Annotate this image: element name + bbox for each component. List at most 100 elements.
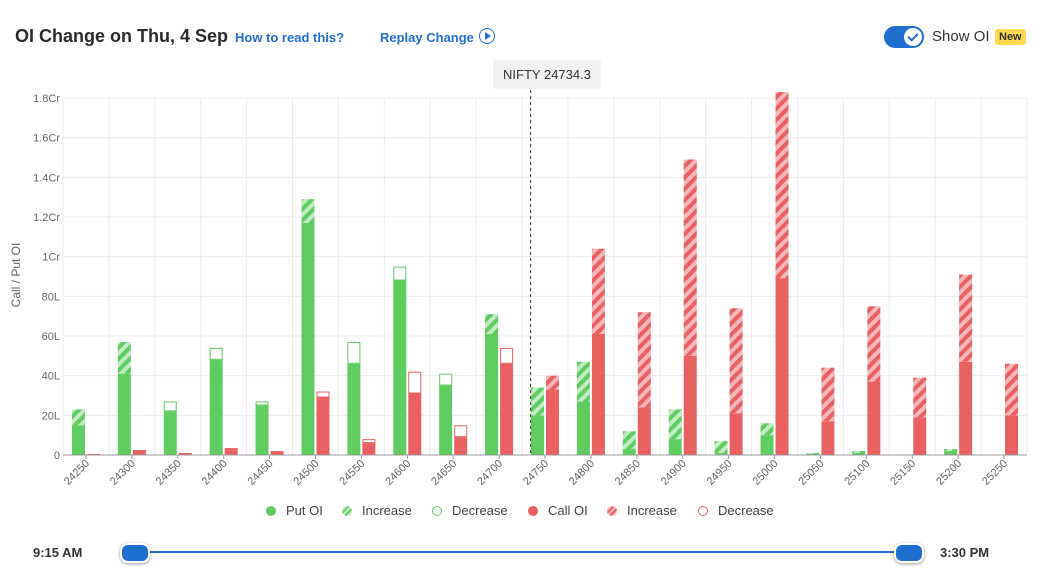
call-24850-increase-bar (637, 312, 651, 408)
replay-change-link[interactable]: Replay Change (380, 30, 474, 45)
call-24950-increase-bar (729, 308, 743, 414)
call-24650-oi-bar (454, 437, 468, 455)
y-axis-label: Call / Put OI (9, 243, 23, 308)
y-tick-label: 1.4Cr (33, 172, 60, 184)
y-tick-label: 20L (42, 410, 60, 422)
call-24450-oi-bar (270, 451, 284, 455)
legend-call-increase[interactable]: Increase (607, 503, 677, 518)
call-25150-increase-bar (913, 377, 927, 418)
call-25000-increase-bar (775, 92, 789, 279)
x-tick-label: 24450 (246, 458, 276, 488)
put-24550-decrease-bar (347, 341, 361, 364)
put-24300-oi-bar (117, 373, 131, 455)
call-25250-increase-bar (1005, 363, 1019, 416)
put-24750-oi-bar (531, 415, 544, 455)
call-24800-increase-bar (591, 248, 605, 335)
y-tick-label: 1.6Cr (33, 133, 60, 145)
put-24750-increase-bar (531, 387, 544, 416)
call-24500-decrease-bar (316, 391, 330, 398)
show-oi-toggle[interactable] (884, 26, 924, 48)
put-25200-oi-bar (944, 451, 958, 455)
call-24300-oi-bar (132, 450, 146, 455)
legend-call-decrease[interactable]: Decrease (698, 503, 774, 518)
new-badge: New (995, 29, 1026, 45)
call-24550-oi-bar (362, 443, 376, 455)
put-24300-increase-bar (117, 341, 131, 374)
x-tick-label: 24700 (475, 458, 505, 488)
x-tick-label: 24800 (567, 458, 597, 488)
legend-call-oi[interactable]: Call OI (528, 503, 588, 518)
put-24500-oi-bar (301, 222, 315, 455)
put-24250-increase-bar (71, 409, 85, 426)
put-24550-oi-bar (347, 363, 361, 455)
x-tick-label: 25050 (796, 458, 826, 488)
put-24950-oi-bar (714, 453, 728, 455)
call-25150-oi-bar (913, 417, 927, 455)
page-title: OI Change on Thu, 4 Sep (15, 26, 229, 46)
x-tick-label: 24900 (659, 458, 689, 488)
x-tick-label: 24500 (291, 458, 321, 488)
x-tick-label: 25150 (888, 458, 918, 488)
slider-track[interactable] (133, 551, 908, 553)
x-tick-label: 25200 (934, 458, 964, 488)
call-increase-swatch (607, 505, 617, 516)
y-tick-label: 80L (42, 291, 60, 303)
play-circle-icon[interactable] (479, 28, 495, 44)
start-time-handle[interactable] (120, 543, 150, 563)
call-24600-decrease-bar (408, 371, 422, 394)
x-tick-label: 24550 (337, 458, 367, 488)
x-tick-label: 24600 (383, 458, 413, 488)
chart-legend: Put OI Increase Decrease Call OI Increas… (0, 503, 1045, 521)
call-24750-increase-bar (546, 375, 559, 390)
y-tick-label: 1Cr (42, 252, 60, 264)
chart-header: OI Change on Thu, 4 Sep How to read this… (0, 0, 1045, 74)
call-24600-oi-bar (408, 393, 422, 455)
call-24400-decrease-bar (224, 448, 238, 451)
end-time-handle[interactable] (894, 543, 924, 563)
call-25100-increase-bar (867, 306, 881, 382)
legend-put-decrease[interactable]: Decrease (432, 503, 508, 518)
start-time-label: 9:15 AM (33, 545, 83, 560)
legend-put-increase[interactable]: Increase (342, 503, 412, 518)
put-25100-oi-bar (852, 453, 866, 455)
x-tick-label: 25250 (980, 458, 1010, 488)
call-24900-oi-bar (683, 355, 697, 455)
call-24750-oi-bar (546, 389, 559, 455)
put-24650-oi-bar (439, 385, 453, 455)
put-24500-increase-bar (301, 199, 315, 223)
call-25200-oi-bar (959, 361, 973, 455)
put-24700-oi-bar (485, 334, 499, 455)
call-25000-oi-bar (775, 278, 789, 455)
call-25100-oi-bar (867, 381, 881, 455)
time-range-slider: 9:15 AM 3:30 PM (0, 535, 1045, 575)
put-24850-oi-bar (622, 449, 636, 455)
call-25050-increase-bar (821, 367, 835, 422)
call-24400-oi-bar (224, 450, 238, 455)
put-24600-decrease-bar (393, 266, 407, 281)
call-25200-increase-bar (959, 274, 973, 362)
put-oi-swatch (266, 505, 276, 516)
x-tick-label: 24350 (154, 458, 184, 488)
put-24800-increase-bar (576, 361, 590, 402)
put-24400-oi-bar (209, 359, 223, 455)
y-tick-label: 1.8Cr (33, 93, 60, 105)
x-tick-label: 24850 (613, 458, 643, 488)
put-25050-increase-bar (806, 453, 820, 455)
chart-bars (71, 92, 1019, 455)
put-24900-increase-bar (668, 409, 682, 440)
put-24850-increase-bar (622, 431, 636, 450)
call-24700-oi-bar (500, 363, 514, 455)
x-tick-label: 24950 (705, 458, 735, 488)
put-24900-oi-bar (668, 439, 682, 455)
x-axis: 24250 24300 24350 24400 24450 24500 24550 24600… (62, 454, 1027, 488)
put-24350-decrease-bar (163, 401, 177, 412)
call-24350-oi-bar (178, 453, 192, 455)
how-to-read-link[interactable]: How to read this? (235, 30, 345, 45)
legend-put-oi[interactable]: Put OI (266, 503, 323, 518)
put-24800-oi-bar (576, 401, 590, 455)
call-24500-oi-bar (316, 397, 330, 455)
y-tick-label: 40L (42, 371, 60, 383)
x-tick-label: 25000 (751, 458, 781, 488)
put-24350-oi-bar (163, 411, 177, 455)
x-tick-label: 24400 (200, 458, 230, 488)
